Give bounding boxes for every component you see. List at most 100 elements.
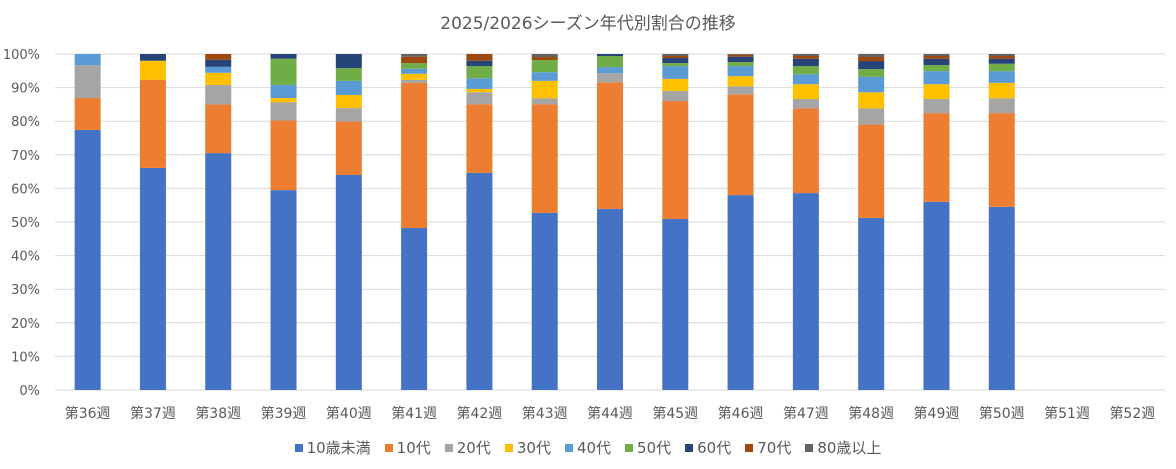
bar-segment-1: [531, 212, 558, 390]
legend-label: 20代: [456, 439, 491, 457]
bar-segment-6: [988, 63, 1015, 72]
bar-segment-5: [466, 78, 493, 89]
bar-segment-1: [205, 153, 232, 390]
bar-segment-3: [270, 102, 297, 121]
chart-title: 2025/2026シーズン年代別割合の推移: [440, 14, 736, 34]
x-tick-label: 第44週: [587, 405, 633, 422]
legend-label: 30代: [516, 439, 551, 457]
bar-segment-7: [205, 59, 232, 67]
bar-segment-2: [74, 98, 101, 130]
bar-segment-3: [205, 84, 232, 105]
legend-item: 70代: [745, 437, 791, 458]
legend-item: 40代: [564, 437, 611, 458]
bar-segment-5: [858, 76, 885, 93]
bar-segment-4: [792, 84, 819, 100]
bar-segment-6: [531, 60, 558, 73]
bar-segment-4: [988, 82, 1015, 99]
bar-segment-1: [988, 206, 1015, 390]
bar-segment-7: [597, 54, 623, 57]
legend-swatch: [685, 443, 694, 452]
bar-segment-1: [139, 167, 166, 390]
legend-swatch: [625, 443, 634, 452]
x-tick-label: 第50週: [979, 405, 1025, 422]
bar-segment-2: [792, 108, 819, 194]
x-tick-label: 第49週: [914, 405, 960, 422]
y-tick-label: 80%: [11, 115, 40, 130]
bar-segment-3: [597, 73, 623, 83]
bar-segment-2: [205, 104, 232, 154]
legend-item: 20代: [444, 437, 491, 458]
legend-label: 80歳以上: [817, 439, 882, 457]
bar-segment-4: [858, 92, 885, 109]
y-tick-label: 30%: [11, 283, 40, 298]
bar-segment-6: [597, 56, 623, 68]
bar-segment-4: [923, 84, 950, 100]
bar-segment-7: [270, 54, 297, 59]
legend-swatch: [384, 443, 393, 452]
bar-segment-2: [335, 121, 362, 175]
legend-item: 10歳未満: [294, 437, 371, 458]
bar-segment-5: [923, 71, 950, 85]
bar-segment-4: [335, 94, 362, 109]
bar-segment-7: [662, 58, 689, 64]
bar-segment-7: [466, 60, 493, 67]
bar-segment-1: [74, 129, 101, 390]
bar-segment-1: [401, 228, 428, 390]
bar-segment-1: [466, 172, 493, 390]
bar-segment-1: [792, 193, 819, 390]
bar-segment-6: [727, 62, 754, 67]
bar-segment-7: [139, 54, 166, 61]
y-tick-label: 90%: [11, 82, 40, 97]
bar-segment-9: [858, 54, 885, 58]
legend-item: 50代: [625, 437, 671, 458]
x-tick-label: 第46週: [718, 405, 764, 422]
bar-segment-3: [531, 98, 558, 105]
legend-label: 10代: [396, 439, 431, 457]
bar-segment-9: [531, 54, 558, 58]
bar-segment-8: [401, 56, 428, 64]
legend-item: 80歳以上: [805, 437, 881, 458]
bar-segment-9: [988, 54, 1015, 57]
y-tick-label: 0%: [19, 384, 40, 399]
bar-segment-7: [988, 58, 1015, 64]
bar-segment-6: [792, 66, 819, 75]
bar-segment-3: [662, 90, 689, 102]
bar-segment-2: [531, 104, 558, 213]
bar-segment-3: [923, 99, 950, 114]
bar-segment-1: [335, 174, 362, 390]
bar-segment-8: [988, 56, 1015, 59]
x-tick-label: 第36週: [65, 405, 111, 422]
bar-segment-8: [466, 54, 493, 61]
bar-segment-9: [923, 54, 950, 57]
bar-segment-1: [727, 195, 754, 390]
bar-segment-4: [727, 76, 754, 87]
y-tick-label: 10%: [11, 350, 40, 365]
bar-segment-1: [270, 190, 297, 390]
legend-swatch: [504, 443, 513, 452]
bar-segment-3: [727, 86, 754, 95]
bar-segment-7: [923, 58, 950, 66]
bar-segment-4: [139, 60, 166, 80]
y-tick-label: 20%: [11, 317, 40, 332]
bar-segment-9: [401, 54, 428, 57]
bar-segment-2: [401, 82, 428, 229]
bar-segment-5: [988, 71, 1015, 83]
bar-segment-2: [662, 101, 689, 219]
bar-segment-3: [858, 108, 885, 125]
legend-item: 30代: [504, 437, 551, 458]
x-tick-label: 第47週: [783, 405, 829, 422]
bar-segment-4: [401, 73, 428, 80]
legend-swatch: [294, 443, 303, 452]
bar-segment-4: [662, 78, 689, 91]
bar-segment-3: [466, 92, 493, 105]
bar-segment-4: [466, 88, 493, 93]
legend-label: 10歳未満: [306, 439, 371, 457]
legend-swatch: [745, 443, 754, 452]
bar-segment-1: [923, 201, 950, 390]
bar-segment-2: [139, 79, 166, 168]
bar-segment-6: [662, 63, 689, 67]
bar-segment-4: [270, 98, 297, 103]
bar-segment-3: [792, 99, 819, 109]
x-tick-label: 第48週: [848, 405, 894, 422]
bar-segment-2: [270, 120, 297, 191]
